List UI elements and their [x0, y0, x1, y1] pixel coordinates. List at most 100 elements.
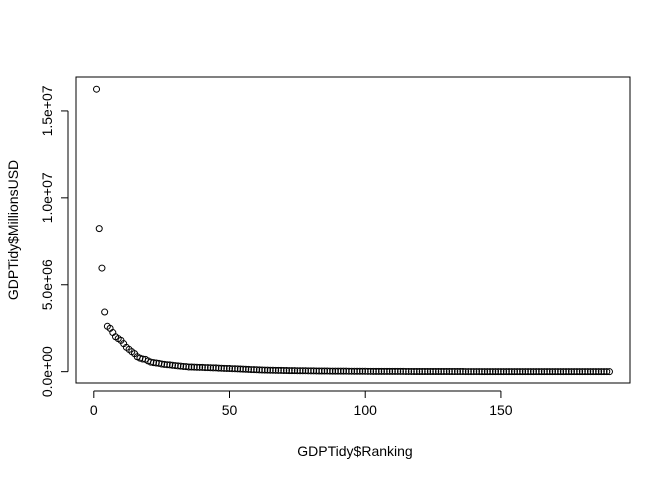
data-point — [334, 367, 342, 375]
data-point — [489, 368, 497, 376]
data-point — [98, 264, 106, 272]
data-point — [405, 367, 413, 375]
data-point — [288, 367, 296, 375]
data-point — [559, 368, 567, 376]
data-point — [150, 359, 158, 367]
data-point — [567, 368, 575, 376]
data-point — [283, 367, 290, 375]
y-axis: 0.0e+00 5.0e+06 1.0e+07 1.5e+07 — [39, 85, 69, 397]
data-point — [201, 364, 209, 372]
data-point — [402, 367, 410, 375]
data-point — [505, 368, 513, 376]
data-point — [331, 367, 339, 375]
data-point — [231, 365, 239, 373]
x-axis-label: GDPTidy$Ranking — [297, 443, 412, 459]
data-point — [378, 367, 385, 375]
data-point — [470, 368, 478, 376]
data-point — [459, 368, 467, 376]
data-point — [280, 366, 288, 374]
data-point — [548, 368, 556, 376]
data-point — [516, 368, 524, 376]
data-point — [426, 368, 434, 376]
data-point — [532, 368, 540, 376]
data-point — [217, 364, 225, 372]
data-point — [101, 308, 109, 316]
y-axis-label: GDPTidy$MillionsUSD — [5, 160, 21, 300]
data-point — [524, 368, 532, 376]
data-point — [437, 368, 445, 376]
data-point — [239, 365, 247, 373]
data-point — [95, 225, 103, 233]
data-point — [169, 361, 177, 369]
data-point — [185, 363, 193, 371]
data-point — [299, 367, 307, 375]
data-point — [546, 368, 554, 376]
x-tick-label: 100 — [354, 402, 378, 418]
data-point — [220, 364, 228, 372]
data-point — [540, 368, 548, 376]
data-point — [597, 368, 605, 376]
data-point — [443, 368, 451, 376]
data-point — [407, 367, 415, 375]
data-point — [361, 367, 369, 375]
data-point — [510, 368, 518, 376]
data-point — [418, 367, 426, 375]
data-point — [179, 362, 187, 370]
data-point — [497, 368, 505, 376]
data-point — [353, 367, 361, 375]
data-point — [310, 367, 318, 375]
data-point — [359, 367, 366, 375]
data-point — [500, 368, 508, 376]
data-point — [410, 367, 418, 375]
data-point — [223, 364, 231, 372]
data-point — [440, 368, 448, 376]
data-point — [302, 367, 309, 375]
data-point — [388, 367, 396, 375]
data-point — [451, 368, 459, 376]
data-point — [272, 366, 280, 374]
data-point — [467, 368, 475, 376]
data-point — [589, 368, 597, 376]
data-point — [565, 368, 573, 376]
data-point — [394, 367, 402, 375]
data-point — [193, 363, 201, 371]
data-point — [445, 368, 453, 376]
data-point — [584, 368, 592, 376]
data-point — [397, 367, 404, 375]
data-point — [326, 367, 334, 375]
data-point — [307, 367, 315, 375]
data-point — [269, 366, 277, 374]
x-tick-label: 0 — [90, 402, 98, 418]
data-point — [557, 368, 565, 376]
data-point — [212, 364, 220, 372]
data-point — [190, 363, 198, 371]
data-point — [456, 368, 464, 376]
data-point — [578, 368, 586, 376]
data-point — [209, 364, 217, 372]
data-point — [367, 367, 375, 375]
data-point — [486, 368, 494, 376]
data-point — [502, 368, 510, 376]
data-point — [416, 367, 423, 375]
data-point — [586, 368, 594, 376]
data-point — [258, 366, 266, 374]
data-point — [529, 368, 537, 376]
data-point — [424, 368, 432, 375]
data-point — [595, 368, 603, 376]
data-point — [581, 368, 589, 376]
data-point — [158, 360, 166, 368]
data-point — [570, 368, 578, 376]
data-point — [182, 363, 190, 371]
data-point — [478, 368, 486, 376]
data-point — [329, 367, 337, 375]
data-point — [364, 367, 372, 375]
data-point — [527, 368, 535, 376]
data-point — [391, 367, 399, 375]
data-point — [535, 368, 543, 376]
data-point — [562, 368, 570, 376]
data-point — [432, 368, 440, 376]
data-point — [277, 366, 285, 374]
data-point — [386, 367, 394, 375]
data-point — [315, 367, 323, 375]
data-point — [576, 368, 584, 376]
